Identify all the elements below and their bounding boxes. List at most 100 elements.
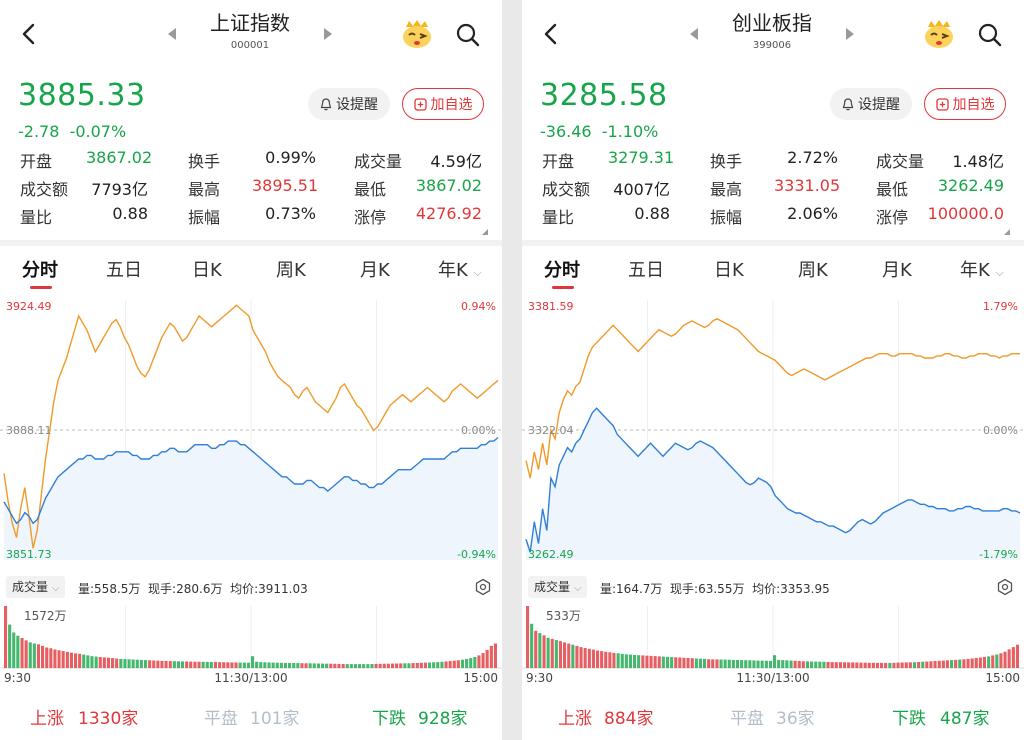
tab-daily-k[interactable]: 日K [714,260,744,281]
tab-yearly-k-label: 年K [960,260,990,281]
volume-bar [230,662,234,668]
volume-chart[interactable]: 533万 9:30 11:30/13:00 15:00 [522,602,1024,688]
stat-label-amplitude: 振幅 [188,208,221,227]
tab-yearly-k[interactable]: 年K ⌵ [438,256,482,282]
stat-low: 3867.02 [415,176,482,195]
intraday-chart[interactable]: 3924.49 0.94% 3888.11 0.00% 3851.73 -0.94% [0,292,502,568]
header: 创业板指 399006 [522,0,1024,70]
add-watchlist-button[interactable]: 加自选 [402,88,484,120]
settings-icon[interactable] [996,578,1014,596]
volume-bar [288,663,292,668]
volume-bar [674,657,678,668]
back-arrow-icon[interactable] [540,22,564,46]
volume-bar [82,654,86,668]
volume-bar [292,663,296,668]
average-price: 3911.03 [258,582,308,596]
set-alert-button[interactable]: 设提醒 [308,88,390,120]
tab-monthly-k[interactable]: 月K [360,260,390,281]
volume-bar [74,653,78,668]
set-alert-button[interactable]: 设提醒 [830,88,912,120]
tab-weekly-k[interactable]: 周K [798,260,828,281]
prev-index-icon[interactable] [688,27,700,41]
volume-bar [259,662,263,668]
volume-bar [473,657,477,668]
volume-bar [263,662,267,668]
volume-chart[interactable]: 1572万 9:30 11:30/13:00 15:00 [0,602,502,688]
tab-five-day[interactable]: 五日 [628,260,664,281]
volume-bar [805,661,809,668]
decliners-count: 487家 [940,709,990,729]
volume-bar [1011,647,1015,668]
volume-bar [321,663,325,668]
volume-bar [604,651,608,668]
volume-bar [8,624,12,668]
volume-bar [316,663,320,668]
intraday-chart[interactable]: 3381.59 1.79% 3322.04 0.00% 3262.49 -1.79% [522,292,1024,568]
volume-bar [222,662,226,668]
expand-corner-icon[interactable] [482,229,488,235]
stat-amount: 7793亿 [91,180,148,199]
decliners-count: 928家 [418,709,468,729]
volume-bar [32,643,36,668]
stat-label-open: 开盘 [542,152,575,171]
volume-bar [24,640,28,668]
volume-bar [160,660,164,668]
volume-bar [596,650,600,668]
volume-bar [843,662,847,668]
tab-weekly-k[interactable]: 周K [276,260,306,281]
mascot-icon[interactable] [400,18,434,50]
settings-icon[interactable] [474,578,492,596]
volume-bar [283,662,287,668]
volume-bar [86,655,90,668]
tab-intraday[interactable]: 分时 [22,260,58,281]
market-breadth: 上涨 884家 平盘 36家 下跌 487家 [522,704,1024,730]
expand-corner-icon[interactable] [1004,229,1010,235]
tab-daily-k[interactable]: 日K [192,260,222,281]
next-index-icon[interactable] [322,27,334,41]
prev-close-label: 3888.11 [6,424,52,437]
volume-selector[interactable]: 成交量 ⌵ [6,576,66,598]
volume-bar [892,662,896,668]
average-price-line [3,436,499,525]
volume-bar [682,657,686,668]
tab-intraday[interactable]: 分时 [544,260,580,281]
add-watchlist-button[interactable]: 加自选 [924,88,1006,120]
price-change: -2.78 -0.07% [18,122,126,141]
volume-bar [797,661,801,668]
volume-bar [189,661,193,668]
price-line [525,318,1020,479]
y-min-label: 3262.49 [528,548,574,561]
volume-bar [185,661,189,668]
y-max-label: 3924.49 [6,300,52,313]
avg-line-area [526,408,1020,560]
index-code: 399006 [752,40,792,51]
volume-selector[interactable]: 成交量 ⌵ [528,576,588,598]
tab-five-day[interactable]: 五日 [106,260,142,281]
divider [0,240,502,246]
stat-low: 3262.49 [937,176,1004,195]
volume-bar [370,664,374,668]
back-arrow-icon[interactable] [18,22,42,46]
tab-yearly-k[interactable]: 年K ⌵ [960,256,1004,282]
volume-bar [209,662,213,668]
tab-monthly-k[interactable]: 月K [882,260,912,281]
volume-bar [156,660,160,668]
header: 上证指数 000001 [0,0,502,70]
advancers-count: 1330家 [78,709,139,729]
volume-bar [139,659,143,668]
mascot-icon[interactable] [922,18,956,50]
tab-yearly-k-label: 年K [438,260,468,281]
volume-bar [94,656,98,668]
volume-bar [834,662,838,668]
volume-info: 量:558.5万 现手:280.6万 均价:3911.03 [78,582,308,596]
volume-bar [958,659,962,668]
volume-bar [20,638,24,668]
volume-max-label: 1572万 [24,609,67,623]
volume-bar [999,653,1003,668]
average-price: 3353.95 [780,582,830,596]
search-icon[interactable] [977,22,1003,48]
search-icon[interactable] [455,22,481,48]
next-index-icon[interactable] [844,27,856,41]
volume-bar [698,658,702,668]
prev-index-icon[interactable] [166,27,178,41]
